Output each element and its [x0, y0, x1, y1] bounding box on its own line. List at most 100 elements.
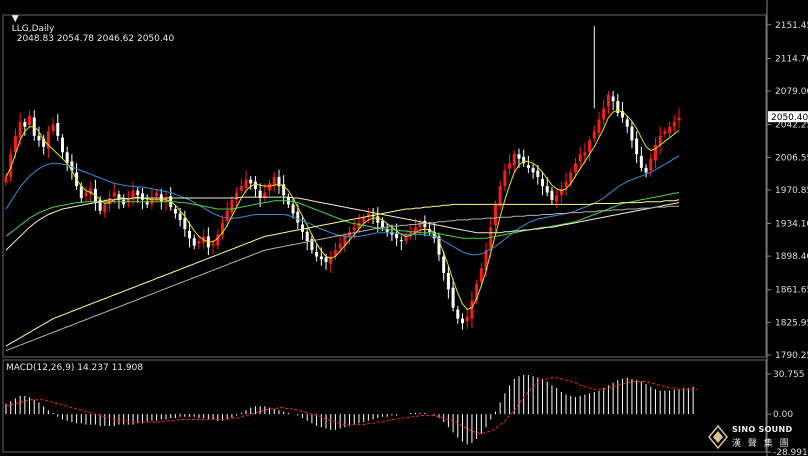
price-pane-frame — [2, 14, 767, 358]
candle-up — [484, 250, 488, 271]
candle-up — [155, 192, 159, 197]
candle-down — [522, 156, 526, 164]
candle-up — [220, 222, 224, 235]
candle-up — [512, 154, 516, 166]
candle-up — [235, 192, 239, 200]
symbol-label: LLG,Daily — [11, 24, 55, 34]
candle-up — [150, 197, 154, 205]
candle-down — [136, 190, 140, 196]
candle-down — [145, 201, 149, 205]
candle-down — [376, 216, 380, 223]
candle-up — [89, 188, 93, 195]
candle-down — [37, 135, 41, 141]
candle-down — [305, 231, 309, 241]
candle-up — [409, 231, 413, 235]
candle-up — [84, 192, 88, 197]
candle-down — [625, 119, 629, 127]
candle-down — [644, 167, 648, 173]
candle-up — [352, 227, 356, 230]
macd-tick-label: 0.00 — [773, 410, 793, 420]
candle-down — [56, 123, 60, 136]
candle-up — [263, 192, 267, 198]
price-tick-label: 1861.65 — [775, 286, 808, 296]
candle-up — [230, 199, 234, 213]
candle-down — [550, 190, 554, 200]
candle-up — [606, 94, 610, 107]
candle-down — [282, 184, 286, 196]
price-tick-label: 1825.95 — [775, 318, 808, 328]
candle-down — [442, 256, 446, 273]
candle-up — [569, 172, 573, 184]
candle-up — [470, 300, 474, 319]
candle-up — [573, 163, 577, 173]
candle-down — [381, 220, 385, 228]
candle-down — [461, 318, 465, 324]
candle-up — [4, 176, 8, 183]
candle-down — [616, 101, 620, 113]
candle-down — [437, 236, 441, 255]
candle-up — [597, 119, 601, 134]
candle-up — [126, 197, 130, 203]
candle-up — [583, 152, 587, 156]
candle-down — [60, 137, 64, 153]
candle-up — [503, 170, 507, 187]
candle-down — [140, 193, 144, 200]
price-pane — [2, 14, 767, 358]
candle-down — [42, 138, 46, 147]
watermark-line1: SINO SOUND — [732, 425, 793, 434]
candle-up — [338, 243, 342, 249]
candle-down — [258, 190, 262, 198]
candle-up — [216, 234, 220, 246]
candle-up — [677, 117, 681, 121]
candle-up — [108, 197, 112, 205]
candle-up — [663, 131, 667, 135]
candle-down — [536, 170, 540, 177]
candle-down — [395, 232, 399, 239]
macd-tick-label: -28.991 — [773, 448, 808, 456]
price-tick-label: 2114.70 — [775, 54, 808, 64]
candle-up — [555, 195, 559, 202]
candle-down — [300, 224, 304, 232]
price-tick-label: 1970.85 — [775, 186, 808, 196]
ma-line-4 — [5, 196, 680, 251]
candle-down — [296, 211, 300, 223]
symbol-header: ▼ LLG,Daily 2048.83 2054.78 2046.62 2050… — [6, 4, 174, 44]
current-price-label: 2050.40 — [771, 113, 808, 123]
candle-down — [253, 181, 257, 189]
candle-up — [404, 236, 408, 241]
candle-down — [621, 111, 625, 118]
candle-down — [319, 256, 323, 260]
candle-down — [173, 208, 177, 214]
candle-up — [493, 204, 497, 226]
candle-up — [653, 144, 657, 161]
current-price-box — [768, 111, 808, 123]
candle-down — [117, 194, 121, 200]
price-tick-label: 2151.45 — [775, 21, 808, 31]
price-tick-label: 1790.25 — [775, 351, 808, 361]
candle-up — [333, 250, 337, 257]
candle-up — [592, 131, 596, 139]
candle-up — [658, 135, 662, 145]
macd-header: MACD(12,26,9) 14.237 11.908 — [6, 363, 144, 373]
macd-tick-label: 30.755 — [773, 370, 805, 380]
candle-down — [178, 213, 182, 220]
price-tick-label: 2006.55 — [775, 153, 808, 163]
candle-down — [635, 138, 639, 155]
collapse-triangle-icon[interactable]: ▼ — [11, 14, 19, 24]
watermark-logo: SINO SOUND 漢 聲 集 團 — [708, 422, 804, 452]
candle-up — [272, 176, 276, 186]
candle-up — [559, 188, 563, 196]
candle-down — [70, 161, 74, 171]
candle-up — [197, 240, 201, 244]
candle-up — [51, 124, 55, 132]
candle-down — [291, 204, 295, 214]
price-tick-label: 2079.00 — [775, 87, 808, 97]
candle-up — [343, 236, 347, 246]
candle-up — [244, 179, 248, 188]
candle-up — [465, 316, 469, 322]
candle-down — [192, 238, 196, 246]
candle-up — [239, 186, 243, 191]
candle-down — [249, 179, 253, 184]
